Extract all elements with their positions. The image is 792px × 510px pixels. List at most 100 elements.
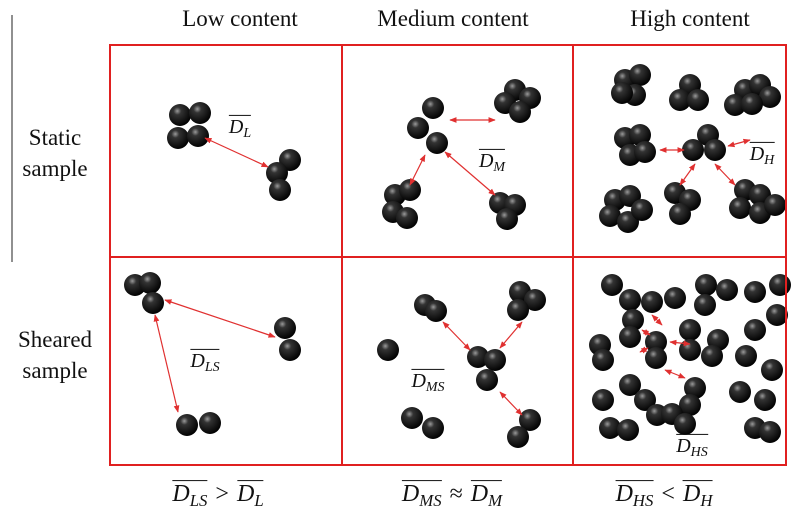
overlined-symbol: DH [683, 480, 712, 510]
arrow [410, 155, 425, 185]
particle [641, 291, 663, 313]
particle [634, 141, 656, 163]
particle [611, 82, 633, 104]
subscript: H [764, 153, 774, 168]
arrows [155, 120, 750, 415]
particle [729, 381, 751, 403]
overlined-symbol: DM [479, 149, 505, 175]
particle [407, 117, 429, 139]
particle [169, 104, 191, 126]
particle [674, 413, 696, 435]
particle [695, 274, 717, 296]
subscript: MS [426, 380, 445, 395]
relation-operator: > [215, 481, 229, 507]
particle [377, 339, 399, 361]
particle [399, 179, 421, 201]
particle [701, 345, 723, 367]
particle [592, 389, 614, 411]
particle [764, 194, 786, 216]
particle [679, 339, 701, 361]
particle [396, 207, 418, 229]
relation: DHS < DH [616, 480, 713, 510]
cell-label: DMS [411, 369, 444, 395]
particle [139, 272, 161, 294]
row-label-line: Sheared [0, 324, 110, 355]
symbol: D [229, 116, 243, 138]
arrow [652, 315, 662, 325]
arrow [728, 140, 750, 146]
particle [769, 274, 791, 296]
symbol: D [616, 481, 633, 507]
particle [744, 281, 766, 303]
particle [484, 349, 506, 371]
particle [592, 349, 614, 371]
subscript: LS [190, 491, 208, 510]
subscript: HS [633, 491, 654, 510]
particle [279, 339, 301, 361]
relation-operator: < [661, 481, 675, 507]
particle [507, 299, 529, 321]
relation: DMS≈DM [402, 480, 502, 510]
column-header: Medium content [377, 6, 528, 32]
cell-label: DH [750, 142, 775, 168]
overlined-symbol: DL [229, 115, 251, 141]
diagram [0, 0, 792, 509]
particle [744, 319, 766, 341]
symbol: D [402, 481, 419, 507]
arrow [205, 138, 268, 167]
overlined-symbol: DL [237, 480, 264, 510]
particle [704, 139, 726, 161]
particle [759, 421, 781, 443]
subscript: L [254, 491, 263, 510]
particle [274, 317, 296, 339]
row-label-line: sample [0, 355, 110, 386]
row-label-line: sample [0, 153, 110, 184]
cell-label: DHS [676, 434, 708, 460]
particle [645, 347, 667, 369]
particle [189, 102, 211, 124]
particle [735, 345, 757, 367]
particle [401, 407, 423, 429]
particle [199, 412, 221, 434]
symbol: D [676, 435, 690, 457]
symbol: D [411, 370, 425, 392]
arrow [500, 322, 522, 348]
arrow [640, 348, 648, 352]
particle [507, 426, 529, 448]
particle [176, 414, 198, 436]
arrow [155, 315, 178, 412]
particle [631, 199, 653, 221]
cell-label: DM [479, 149, 505, 175]
particle [496, 208, 518, 230]
particle [682, 139, 704, 161]
particle [619, 289, 641, 311]
particle [669, 203, 691, 225]
particle [766, 304, 788, 326]
particle [619, 326, 641, 348]
particle [754, 389, 776, 411]
particle [679, 319, 701, 341]
subscript: H [700, 491, 712, 510]
symbol: D [750, 143, 764, 165]
arrow [715, 164, 735, 185]
subscript: LS [205, 360, 220, 375]
subscript: MS [419, 491, 441, 510]
overlined-symbol: DMS [402, 480, 442, 510]
arrow [500, 392, 522, 415]
overlined-symbol: DH [750, 142, 775, 168]
arrow [165, 300, 275, 337]
particle [617, 419, 639, 441]
row-label-line: Static [0, 122, 110, 153]
particle [425, 300, 447, 322]
cell-label: DL [229, 115, 251, 141]
particle [664, 287, 686, 309]
particle [187, 125, 209, 147]
symbol: D [237, 481, 254, 507]
particle [422, 97, 444, 119]
particle [729, 197, 751, 219]
column-header: Low content [182, 6, 298, 32]
column-header: High content [630, 6, 749, 32]
particle [509, 101, 531, 123]
